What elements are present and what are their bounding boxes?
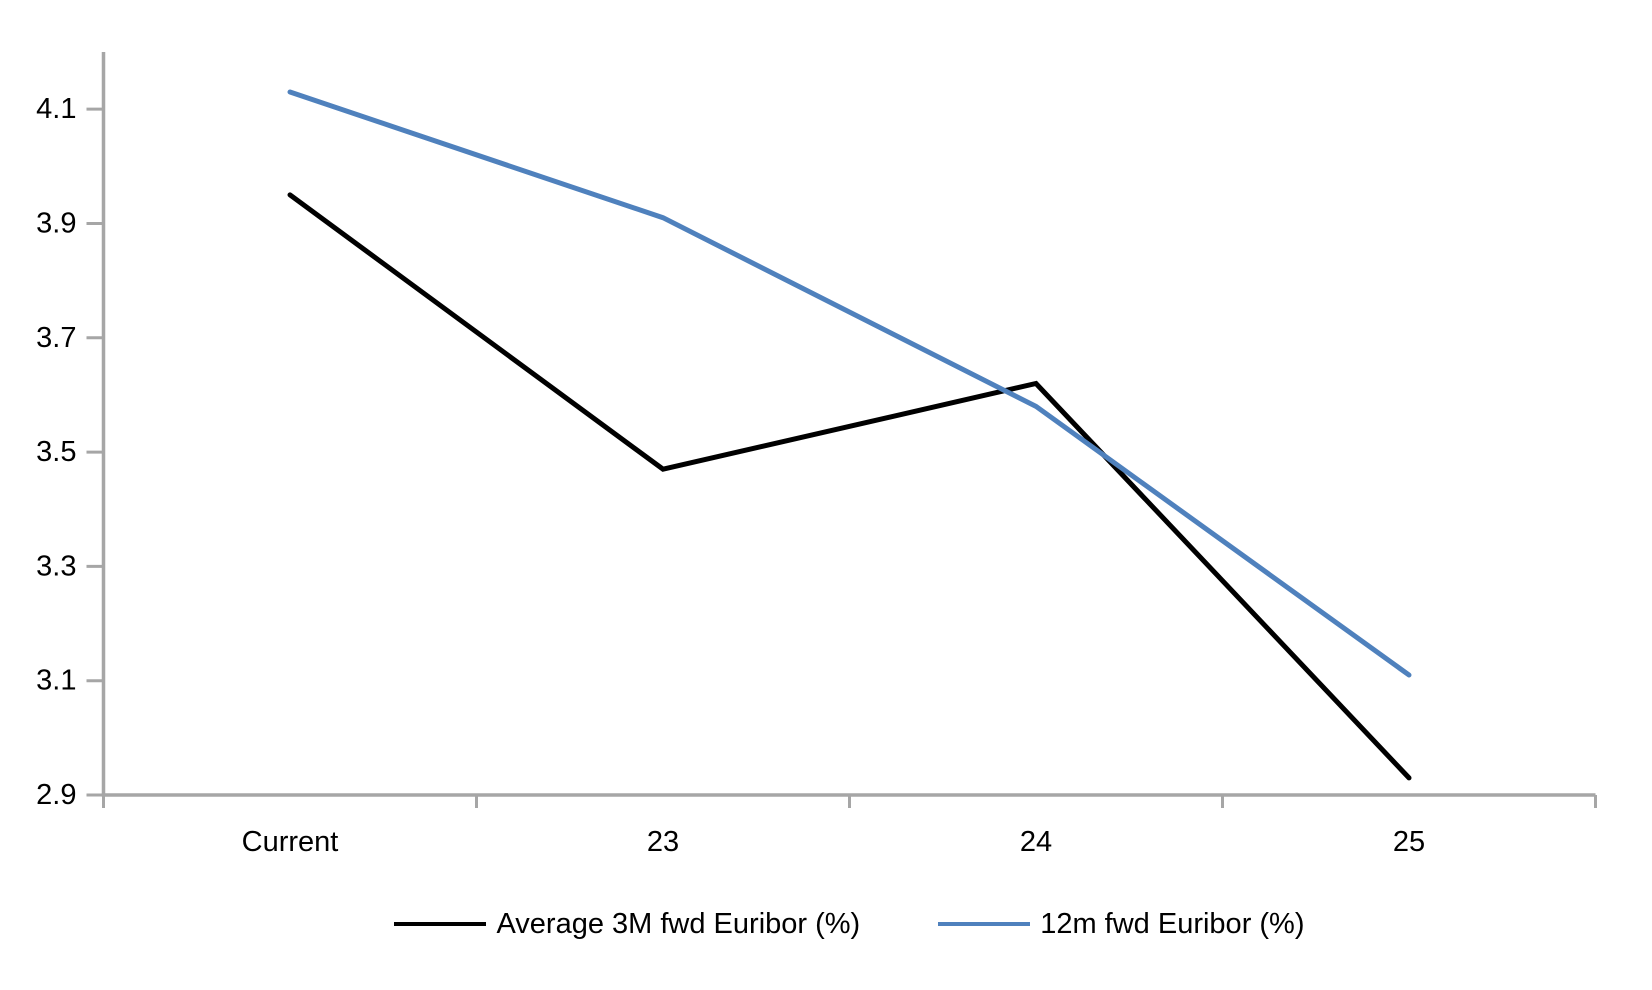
series-line-average-3m-fwd-euribor xyxy=(287,192,1412,781)
legend-line-swatch xyxy=(394,922,487,926)
legend-item: Average 3M fwd Euribor (%) xyxy=(394,908,860,941)
x-axis-label: Current xyxy=(242,826,339,858)
y-axis-tick-label: 3.9 xyxy=(36,207,76,239)
y-axis-tick-label: 3.7 xyxy=(36,322,76,354)
chart-legend: Average 3M fwd Euribor (%) 12m fwd Euribo… xyxy=(103,893,1596,955)
legend-item: 12m fwd Euribor (%) xyxy=(938,907,1305,941)
y-axis-tick-label: 4.1 xyxy=(36,93,76,125)
series-line-12m-fwd-euribor xyxy=(287,89,1412,678)
y-axis-tick-label: 3.5 xyxy=(36,436,76,468)
x-axis-label: 24 xyxy=(1020,826,1052,858)
legend-line-swatch xyxy=(938,922,1031,926)
x-axis-label: 23 xyxy=(647,826,679,858)
legend-label: 12m fwd Euribor (%) xyxy=(1040,907,1305,940)
y-axis-tick-label: 3.1 xyxy=(36,665,76,697)
y-axis-tick-label: 3.3 xyxy=(36,550,76,582)
legend-label: Average 3M fwd Euribor (%) xyxy=(496,907,861,940)
y-axis-tick-label: 2.9 xyxy=(36,779,76,811)
x-axis-label: 25 xyxy=(1393,826,1425,858)
